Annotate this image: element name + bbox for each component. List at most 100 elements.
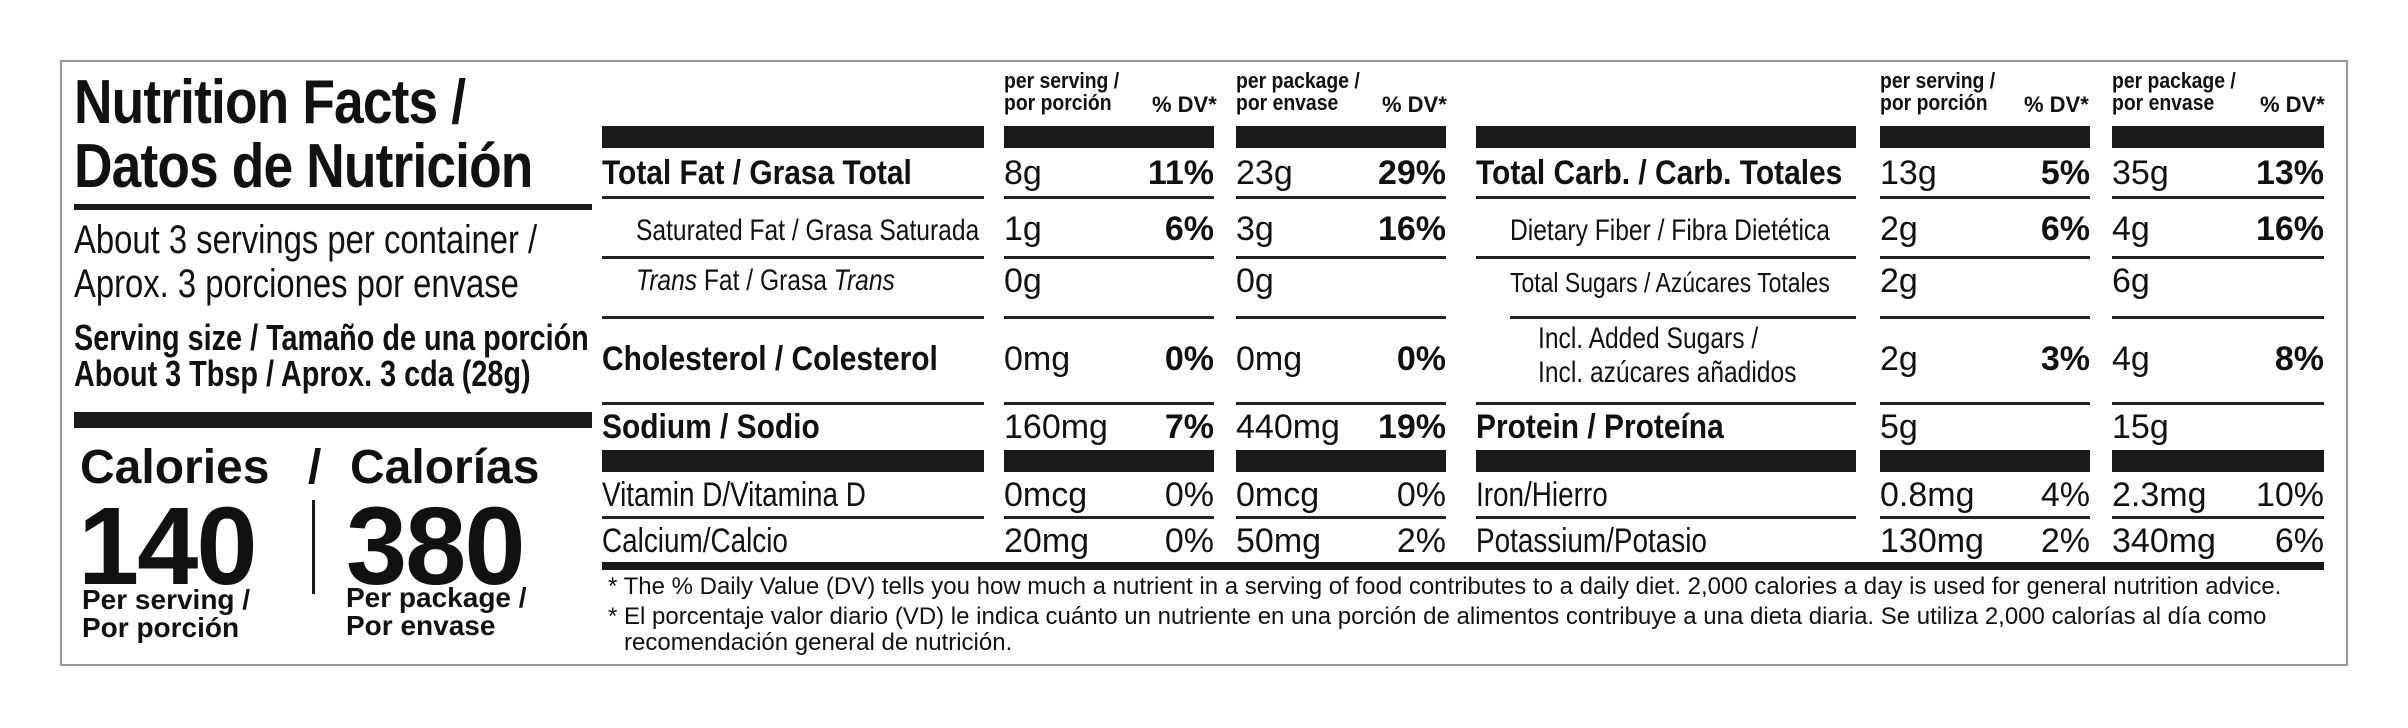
title-spanish: Datos de Nutrición — [74, 132, 533, 201]
vitamin-d-pkg: 0mcg — [1236, 476, 1320, 514]
row-rule — [1880, 196, 2090, 199]
potassium-label: Potassium/Potasio — [1476, 522, 1707, 560]
calcium-label: Calcium/Calcio — [602, 522, 788, 560]
dietary-fiber-pkg-dv: 16% — [2255, 210, 2324, 248]
row-rule — [1476, 402, 1856, 405]
vitamin-d-pkg-dv: 0% — [1396, 476, 1446, 514]
total-fat-pkg: 23g — [1236, 154, 1293, 192]
cholesterol-serv: 0mg — [1004, 340, 1071, 378]
potassium-pkg: 340mg — [2112, 522, 2216, 560]
row-rule — [1476, 256, 1856, 259]
cholesterol-label: Cholesterol / Colesterol — [602, 340, 938, 378]
iron-serv: 0.8mg — [1880, 476, 1975, 514]
left-pkg-header-bar — [1236, 126, 1446, 148]
row-rule — [1510, 316, 1856, 319]
calcium-serv: 20mg — [1004, 522, 1090, 560]
row-rule — [1004, 402, 1214, 405]
left-vitamin-bar — [1004, 450, 1214, 472]
row-rule — [2112, 316, 2324, 319]
added-sugars-serv-dv: 3% — [2040, 340, 2090, 378]
sodium-serv-dv: 7% — [1164, 408, 1214, 446]
row-rule — [1236, 316, 1446, 319]
potassium-serv-dv: 2% — [2040, 522, 2090, 560]
cholesterol-serv-dv: 0% — [1164, 340, 1214, 378]
serving-size-rule — [74, 412, 592, 428]
row-rule — [2112, 402, 2324, 405]
left-hdr-pkg-dv: % DV* — [1382, 92, 1447, 117]
protein-pkg: 15g — [2112, 408, 2169, 446]
sodium-pkg-dv: 19% — [1377, 408, 1446, 446]
added-sugars-serv: 2g — [1880, 340, 1918, 378]
right-iron-bar — [1476, 450, 1856, 472]
saturated-fat-serv-dv: 6% — [1164, 210, 1214, 248]
left-serv-header-bar — [1004, 126, 1214, 148]
row-rule — [1004, 316, 1214, 319]
right-hdr-serv-dv: % DV* — [2024, 92, 2089, 117]
saturated-fat-pkg-dv: 16% — [1377, 210, 1446, 248]
protein-label: Protein / Proteína — [1476, 408, 1724, 446]
calories-divider — [312, 500, 315, 594]
right-serv-header-bar — [1880, 126, 2090, 148]
total-fat-label: Total Fat / Grasa Total — [602, 154, 912, 192]
added-sugars-pkg: 4g — [2112, 340, 2150, 378]
row-rule — [1880, 316, 2090, 319]
right-name-header-bar — [1476, 126, 1856, 148]
row-rule — [602, 316, 984, 319]
added-sugars-pkg-dv: 8% — [2274, 340, 2324, 378]
sodium-pkg: 440mg — [1236, 408, 1340, 446]
dietary-fiber-serv: 2g — [1880, 210, 1918, 248]
title-rule — [74, 204, 592, 210]
row-rule — [1004, 516, 1214, 519]
iron-pkg: 2.3mg — [2112, 476, 2207, 514]
right-hdr-per-package: per package / — [2112, 68, 2236, 93]
potassium-serv: 130mg — [1880, 522, 1984, 560]
right-iron-bar — [2112, 450, 2324, 472]
trans-fat-pkg: 0g — [1236, 262, 1274, 300]
row-rule — [2112, 516, 2324, 519]
row-rule — [1880, 402, 2090, 405]
row-rule — [602, 196, 984, 199]
saturated-fat-label: Saturated Fat / Grasa Saturada — [636, 214, 980, 247]
row-rule — [1236, 402, 1446, 405]
calories-per-serving: 140 — [78, 485, 258, 608]
nutrition-facts-panel: Nutrition Facts / Datos de Nutrición Abo… — [60, 60, 2348, 666]
total-fat-serv: 8g — [1004, 154, 1042, 192]
dietary-fiber-serv-dv: 6% — [2040, 210, 2090, 248]
vitamin-d-label: Vitamin D/Vitamina D — [602, 476, 866, 514]
total-sugars-serv: 2g — [1880, 262, 1918, 300]
sodium-label: Sodium / Sodio — [602, 408, 820, 446]
calorias-label: Calorías — [350, 441, 540, 494]
sodium-serv: 160mg — [1004, 408, 1108, 446]
calcium-serv-dv: 0% — [1164, 522, 1214, 560]
right-pkg-header-bar — [2112, 126, 2324, 148]
row-rule — [1476, 196, 1856, 199]
per-serving-label: Per serving / — [82, 584, 251, 615]
serving-size-label: Serving size / Tamaño de una porción — [74, 317, 589, 358]
left-vitamin-bar — [1236, 450, 1446, 472]
left-hdr-per-serving: per serving / — [1004, 68, 1120, 93]
calories-per-package: 380 — [346, 485, 526, 608]
right-hdr-por-porcion: por porción — [1880, 90, 1988, 115]
row-rule — [2112, 196, 2324, 199]
row-rule — [2112, 256, 2324, 259]
row-rule — [602, 256, 984, 259]
calcium-pkg-dv: 2% — [1396, 522, 1446, 560]
row-rule — [1004, 196, 1214, 199]
row-rule — [1236, 516, 1446, 519]
added-sugars-label: Incl. Added Sugars / — [1538, 322, 1759, 355]
left-hdr-per-package: per package / — [1236, 68, 1360, 93]
por-envase-label: Por envase — [346, 610, 496, 641]
total-carb-serv: 13g — [1880, 154, 1937, 192]
iron-label: Iron/Hierro — [1476, 476, 1608, 514]
saturated-fat-serv: 1g — [1004, 210, 1042, 248]
total-carb-serv-dv: 5% — [2040, 154, 2090, 192]
left-hdr-por-porcion: por porción — [1004, 90, 1112, 115]
total-sugars-label: Total Sugars / Azúcares Totales — [1510, 267, 1830, 298]
total-carb-label: Total Carb. / Carb. Totales — [1476, 154, 1843, 192]
added-sugars-label-es: Incl. azúcares añadidos — [1538, 356, 1797, 389]
row-rule — [1004, 256, 1214, 259]
cholesterol-pkg-dv: 0% — [1396, 340, 1446, 378]
row-rule — [1880, 256, 2090, 259]
row-rule — [1476, 516, 1856, 519]
trans-fat-label: Trans Fat / Grasa Trans — [636, 264, 895, 297]
